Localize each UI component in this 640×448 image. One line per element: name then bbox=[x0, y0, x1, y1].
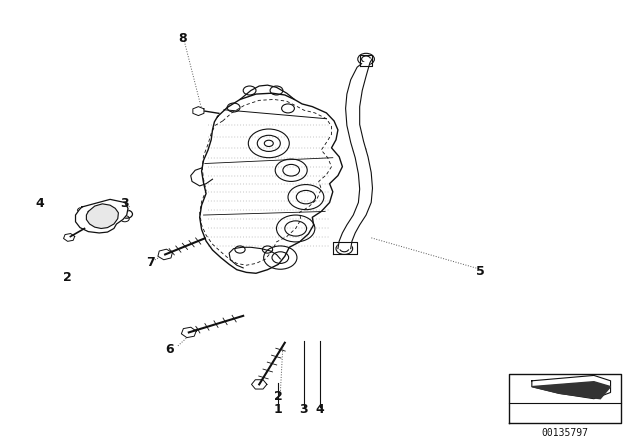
Text: 00135797: 00135797 bbox=[541, 428, 588, 438]
Text: 8: 8 bbox=[178, 31, 187, 45]
Polygon shape bbox=[86, 204, 118, 228]
Text: 3: 3 bbox=[300, 403, 308, 417]
Text: 3: 3 bbox=[120, 197, 129, 211]
Text: 1: 1 bbox=[274, 403, 283, 417]
Text: 2: 2 bbox=[63, 271, 72, 284]
Polygon shape bbox=[532, 382, 611, 399]
Text: 4: 4 bbox=[316, 403, 324, 417]
Polygon shape bbox=[181, 327, 196, 338]
Text: 4: 4 bbox=[35, 197, 44, 211]
Text: 2: 2 bbox=[274, 390, 283, 403]
Polygon shape bbox=[76, 199, 128, 233]
Polygon shape bbox=[158, 249, 172, 260]
Polygon shape bbox=[338, 58, 372, 249]
Polygon shape bbox=[252, 380, 267, 389]
Polygon shape bbox=[193, 107, 204, 116]
Polygon shape bbox=[63, 233, 75, 241]
Text: 5: 5 bbox=[476, 264, 484, 278]
Polygon shape bbox=[200, 93, 342, 273]
Text: 6: 6 bbox=[165, 343, 174, 356]
Text: 7: 7 bbox=[146, 255, 155, 269]
